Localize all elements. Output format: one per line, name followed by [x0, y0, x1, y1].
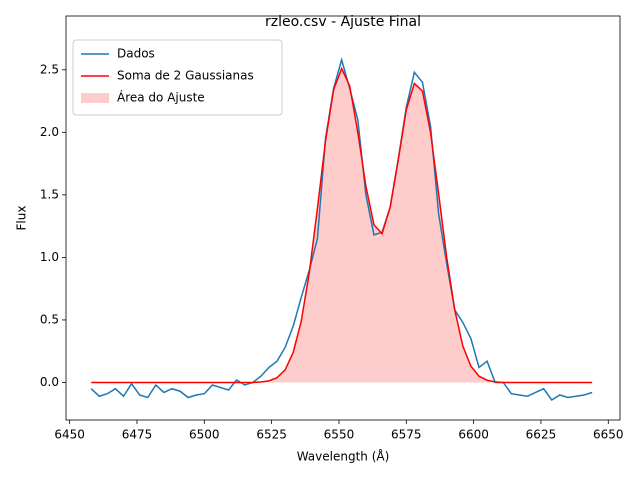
fill-area — [91, 68, 593, 383]
y-tick-label: 1.0 — [40, 250, 59, 264]
plot-frame — [65, 15, 621, 421]
x-tick-label: 6575 — [391, 428, 422, 442]
x-tick-label: 6625 — [526, 428, 557, 442]
y-tick-label: 2.5 — [40, 62, 59, 76]
y-tick-label: 1.5 — [40, 187, 59, 201]
chart-title: rzleo.csv - Ajuste Final — [265, 14, 421, 30]
legend-label: Soma de 2 Gaussianas — [117, 69, 254, 83]
x-tick-label: 6500 — [189, 428, 220, 442]
x-axis-label: Wavelength (Å) — [297, 449, 390, 464]
y-tick-label: 0.5 — [40, 312, 59, 326]
legend-label: Área do Ajuste — [117, 90, 205, 105]
x-tick-label: 6450 — [54, 428, 85, 442]
y-tick-label: 0.0 — [40, 375, 59, 389]
x-tick-label: 6525 — [256, 428, 287, 442]
y-axis-label: Flux — [15, 206, 29, 231]
x-tick-label: 6600 — [458, 428, 489, 442]
legend: Dados Soma de 2 Gaussianas Área do Ajuste — [72, 39, 283, 116]
x-tick-label: 6650 — [593, 428, 624, 442]
data-line — [91, 66, 593, 384]
legend-label: Dados — [117, 47, 155, 61]
y-tick-label: 2.0 — [40, 125, 59, 139]
legend-swatch — [81, 93, 109, 103]
x-tick-label: 6550 — [324, 428, 355, 442]
x-tick-label: 6475 — [122, 428, 153, 442]
legend-box — [72, 39, 283, 116]
data-line — [90, 57, 593, 401]
